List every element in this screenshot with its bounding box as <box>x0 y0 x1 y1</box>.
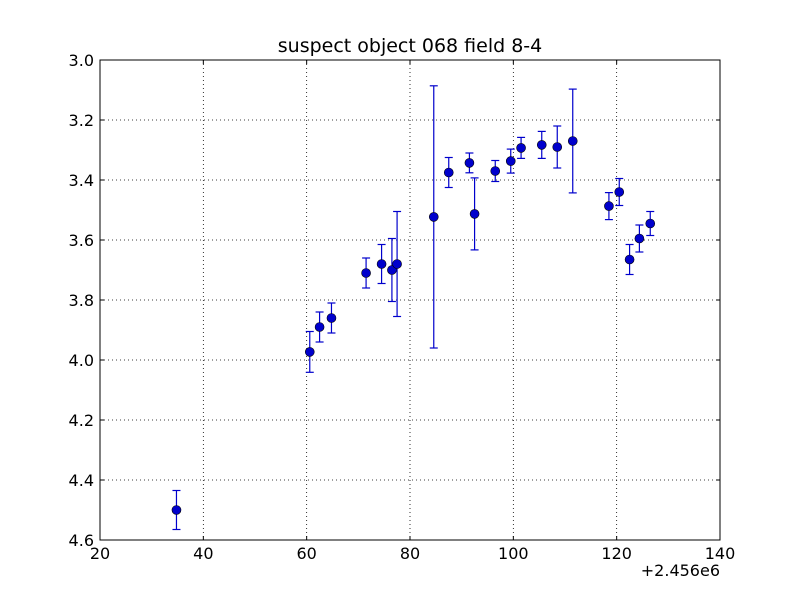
data-point <box>392 259 402 269</box>
x-tick-label: 60 <box>296 544 316 563</box>
data-point <box>634 233 645 244</box>
chart-title: suspect object 068 field 8-4 <box>278 35 543 57</box>
x-axis-offset-label: +2.456e6 <box>641 561 720 580</box>
grid <box>100 60 720 540</box>
y-tick-label: 3.0 <box>69 51 94 70</box>
x-tick-label: 100 <box>498 544 529 563</box>
data-point <box>516 143 526 153</box>
data-point <box>624 254 635 265</box>
y-tick-label: 4.0 <box>69 351 94 370</box>
y-tick-label: 4.6 <box>69 531 94 550</box>
axis-ticks: 20 40 60 80 100 120 140 3.0 3.2 3.4 3.6 3.8 4.0 4.2 4.… <box>69 51 736 563</box>
data-point <box>567 136 578 146</box>
data-point <box>428 212 439 222</box>
data-point <box>614 187 625 197</box>
data-point <box>604 201 614 211</box>
y-tick-label: 3.2 <box>69 111 94 130</box>
data-point <box>304 347 315 357</box>
plot-frame <box>99 59 721 541</box>
data-point <box>464 158 475 168</box>
data-point <box>645 218 656 229</box>
y-tick-label: 4.4 <box>69 471 94 490</box>
y-tick-label: 3.4 <box>69 171 94 190</box>
data-point <box>552 142 563 152</box>
data-point <box>376 259 387 269</box>
y-tick-label: 3.6 <box>69 231 94 250</box>
y-tick-label: 3.8 <box>69 291 94 310</box>
data-point <box>171 505 182 515</box>
data-point <box>326 313 337 323</box>
y-tick-label: 4.2 <box>69 411 94 430</box>
data-point <box>505 156 516 166</box>
x-tick-label: 20 <box>90 544 110 563</box>
data-point <box>314 322 325 332</box>
data-point <box>536 140 547 150</box>
data-series <box>171 85 656 531</box>
x-tick-label: 40 <box>193 544 213 563</box>
x-tick-label: 80 <box>400 544 420 563</box>
data-point <box>490 166 501 176</box>
data-point <box>469 209 480 219</box>
x-tick-label: 140 <box>705 544 736 563</box>
data-point <box>443 167 454 178</box>
data-point <box>361 268 371 278</box>
x-tick-label: 120 <box>601 544 632 563</box>
